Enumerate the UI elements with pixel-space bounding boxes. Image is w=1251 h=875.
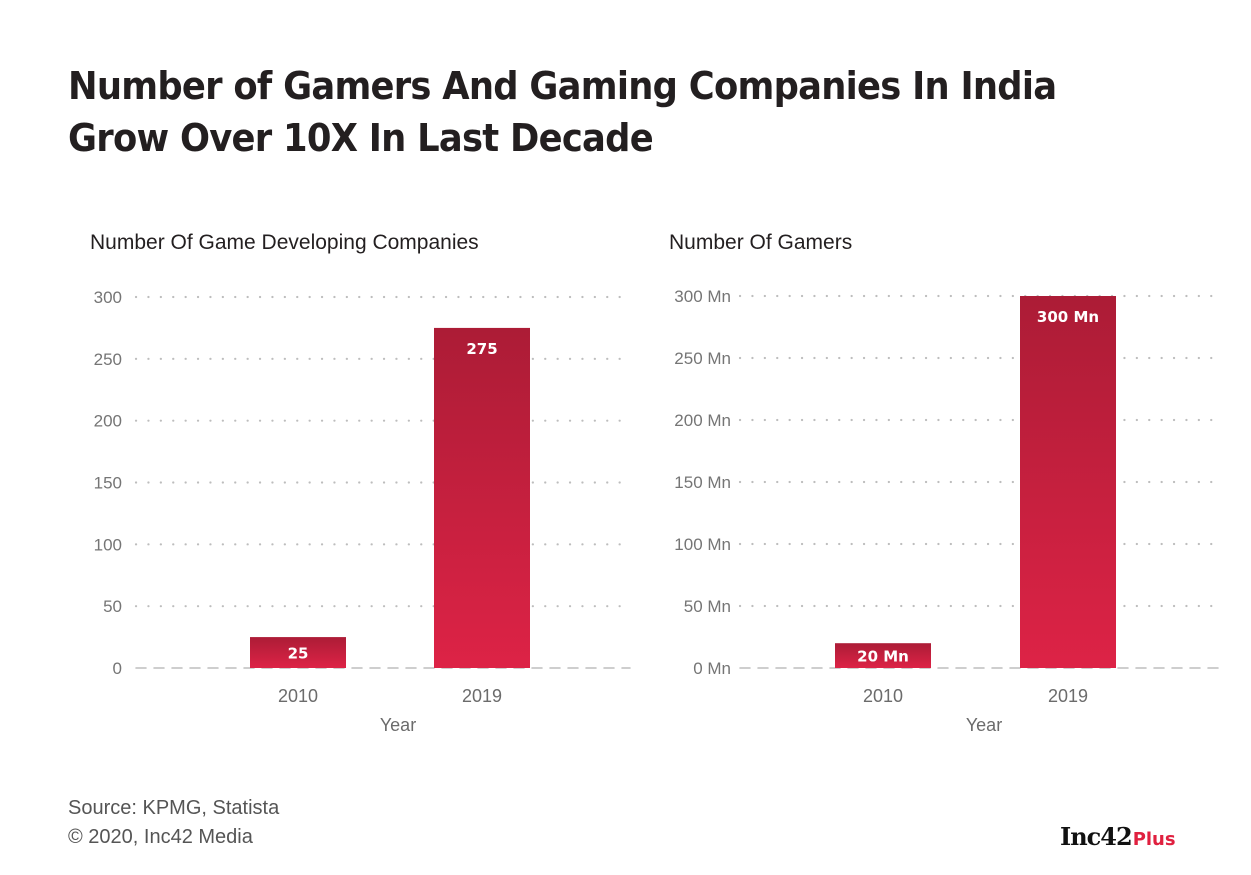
y-tick-label: 50 Mn: [684, 597, 731, 616]
y-tick-label: 200: [94, 412, 122, 431]
logo-suffix-text: Plus: [1132, 829, 1176, 850]
data-label: 25: [288, 645, 309, 663]
logo-main-text: Inc42: [1060, 822, 1133, 851]
copyright-note: © 2020, Inc42 Media: [68, 826, 253, 848]
y-tick-label: 150 Mn: [674, 473, 731, 492]
chart-game-companies: 0 50 100 150 200 250 300 25 2010 275 2019 Year: [94, 288, 632, 735]
data-label: 275: [466, 340, 497, 358]
footer: Source: KPMG, Statista © 2020, Inc42 Med…: [68, 794, 279, 852]
y-tick-label: 0: [113, 659, 122, 678]
y-tick-label: 300 Mn: [674, 287, 731, 306]
y-tick-label: 0 Mn: [693, 659, 731, 678]
x-tick-label: 2019: [462, 686, 502, 706]
x-axis-label: Year: [380, 715, 416, 735]
data-label: 20 Mn: [857, 648, 909, 666]
brand-logo: Inc42 Plus: [1060, 822, 1176, 851]
bar-2019: [1020, 296, 1116, 668]
y-tick-label: 50: [103, 597, 122, 616]
x-tick-label: 2019: [1048, 686, 1088, 706]
source-note: Source: KPMG, Statista: [68, 797, 280, 819]
x-axis-label: Year: [966, 715, 1002, 735]
y-tick-label: 300: [94, 288, 122, 307]
chart-2-title: Number Of Gamers: [669, 231, 853, 254]
page-title: Number of Gamers And Gaming Companies In…: [68, 64, 1057, 160]
chart-gamers: 0 Mn 50 Mn 100 Mn 150 Mn 200 Mn 250 Mn 300 Mn 2…: [674, 287, 1224, 735]
x-tick-label: 2010: [863, 686, 903, 706]
y-tick-label: 150: [94, 474, 122, 493]
bar-2019: [434, 327, 530, 668]
y-tick-label: 250 Mn: [674, 349, 731, 368]
chart-1-title: Number Of Game Developing Companies: [90, 231, 479, 254]
bar-2010: [835, 643, 931, 668]
y-tick-label: 250: [94, 350, 122, 369]
y-tick-label: 100: [94, 535, 122, 554]
x-tick-label: 2010: [278, 686, 318, 706]
y-tick-label: 100 Mn: [674, 535, 731, 554]
bar-2010: [250, 637, 346, 668]
data-label: 300 Mn: [1037, 308, 1099, 326]
y-tick-label: 200 Mn: [674, 411, 731, 430]
